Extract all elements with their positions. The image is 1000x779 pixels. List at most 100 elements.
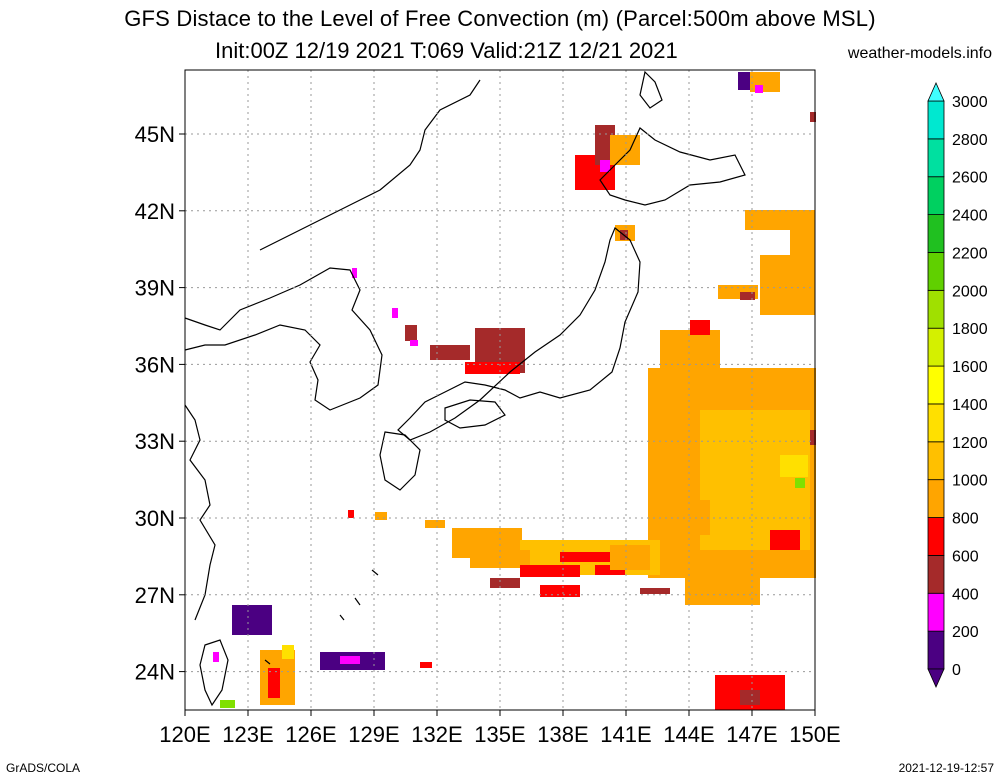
- colorbar-segment: [927, 441, 945, 481]
- colorbar-label: 600: [952, 548, 979, 565]
- colorbar-segment: [927, 214, 945, 253]
- field-cell: [268, 668, 280, 698]
- colorbar-segment: [927, 138, 945, 178]
- coastline-honshu: [397, 227, 641, 441]
- field-cell: [430, 345, 470, 360]
- field-cell: [740, 690, 760, 705]
- colorbar-label: 2000: [952, 283, 988, 300]
- colorbar-segment: [927, 365, 945, 405]
- y-tick-label: 39N: [135, 276, 175, 301]
- colorbar-segment: [927, 176, 945, 216]
- colorbar-segment: [927, 100, 945, 140]
- coastline-korea: [184, 267, 383, 411]
- colorbar-label: 0: [952, 662, 961, 679]
- y-tick-label: 45N: [135, 122, 175, 147]
- x-tick-label: 147E: [726, 722, 777, 747]
- field-cell: [790, 230, 815, 260]
- coastline-shikoku: [444, 399, 506, 429]
- map-subtitle: Init:00Z 12/19 2021 T:069 Valid:21Z 12/2…: [215, 38, 678, 63]
- field-cell: [810, 430, 816, 445]
- x-tick-label: 126E: [285, 722, 336, 747]
- coastline-hokkaido: [599, 127, 746, 206]
- field-cell: [610, 545, 650, 570]
- field-cell: [700, 410, 810, 550]
- field-cell: [690, 320, 710, 335]
- field-cell: [760, 255, 815, 315]
- field-cell: [640, 588, 670, 594]
- x-tick-label: 138E: [537, 722, 588, 747]
- field-cell: [352, 268, 357, 278]
- x-tick-label: 144E: [663, 722, 714, 747]
- x-tick-label: 129E: [348, 722, 399, 747]
- colorbar-label: 1600: [952, 359, 988, 376]
- field-cell: [232, 605, 272, 635]
- y-tick-label: 33N: [135, 429, 175, 454]
- field-cell: [213, 652, 219, 662]
- colorbar-segment: [927, 289, 945, 329]
- coastline-sakhalin: [639, 70, 663, 109]
- y-tick-label: 36N: [135, 352, 175, 377]
- field-cell: [780, 455, 808, 477]
- field-cell: [660, 330, 720, 375]
- coastline-china: [184, 404, 216, 621]
- colorbar: 0 200 400 600 800 1000 1200 1400 1600 1800 2000 220…: [927, 82, 988, 688]
- colorbar-label: 2600: [952, 170, 988, 187]
- footer-timestamp: 2021-12-19-12:57: [898, 761, 994, 775]
- field-cell: [795, 478, 805, 488]
- colorbar-label: 400: [952, 586, 979, 603]
- colorbar-segment: [927, 252, 945, 291]
- field-cell: [745, 210, 815, 230]
- field-cell: [220, 700, 235, 708]
- x-tick-labels: 120E 123E 126E 129E 132E 135E 138E 141E 144E 147E…: [159, 710, 841, 747]
- coastline-kyushu: [379, 431, 421, 491]
- field-cell: [740, 292, 755, 300]
- colorbar-max-arrow: [927, 82, 945, 102]
- field-cell: [470, 550, 530, 568]
- x-tick-label: 150E: [789, 722, 840, 747]
- y-tick-label: 30N: [135, 506, 175, 531]
- x-tick-label: 123E: [222, 722, 273, 747]
- colorbar-label: 1800: [952, 321, 988, 338]
- coastline-layer: [184, 70, 746, 707]
- x-tick-label: 141E: [600, 722, 651, 747]
- field-cell: [375, 512, 387, 520]
- colorbar-label: 2800: [952, 132, 988, 149]
- field-cell: [600, 160, 610, 172]
- x-tick-label: 135E: [474, 722, 525, 747]
- colorbar-segment: [927, 479, 945, 518]
- convection-field-layer: [213, 72, 816, 710]
- field-cell: [425, 520, 445, 528]
- colorbar-label: 3000: [952, 94, 988, 111]
- y-tick-labels: 24N 27N 30N 33N 36N 39N 42N 45N: [135, 122, 185, 685]
- field-cell: [755, 85, 763, 93]
- field-cell: [520, 565, 580, 577]
- field-cell: [490, 578, 520, 588]
- colorbar-segment: [927, 630, 945, 670]
- field-cell: [685, 575, 760, 605]
- colorbar-label: 2400: [952, 208, 988, 225]
- lat-lon-grid: [185, 70, 815, 710]
- field-cell: [405, 325, 417, 341]
- colorbar-label: 1000: [952, 473, 988, 490]
- colorbar-label: 1400: [952, 397, 988, 414]
- field-cell: [750, 72, 780, 92]
- colorbar-label: 200: [952, 624, 979, 641]
- colorbar-label: 800: [952, 511, 979, 528]
- colorbar-segment: [927, 403, 945, 443]
- colorbar-label: 1200: [952, 435, 988, 452]
- coastline-ryukyu: [264, 569, 379, 665]
- x-tick-label: 120E: [159, 722, 210, 747]
- field-cell: [540, 585, 580, 597]
- y-tick-label: 24N: [135, 660, 175, 685]
- field-cell: [340, 656, 360, 664]
- colorbar-segment: [927, 555, 945, 594]
- map-title: GFS Distace to the Level of Free Convect…: [124, 6, 876, 31]
- footer-software: GrADS/COLA: [6, 761, 81, 775]
- colorbar-segment: [927, 592, 945, 632]
- colorbar-segment: [927, 517, 945, 556]
- colorbar-segment: [927, 327, 945, 367]
- colorbar-label: 2200: [952, 245, 988, 262]
- coastline-taiwan: [199, 639, 229, 707]
- field-cell: [420, 662, 432, 668]
